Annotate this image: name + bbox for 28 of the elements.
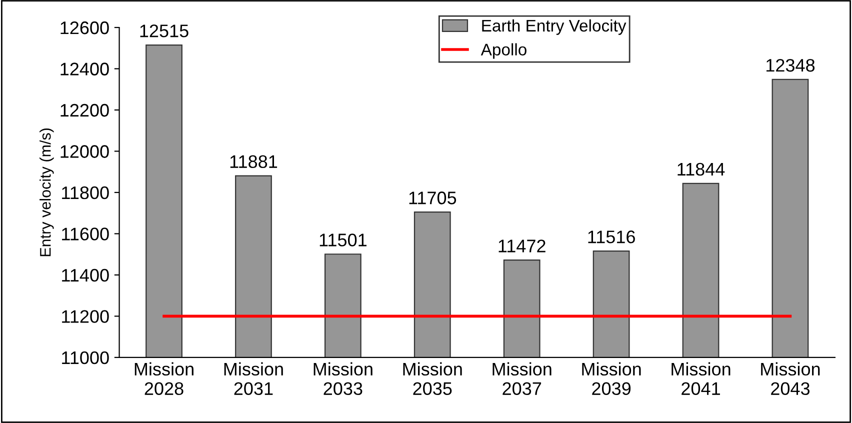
legend-label: Earth Entry Velocity <box>482 19 626 35</box>
x-tick-label: Mission 2039 <box>582 362 641 396</box>
x-tick-label: Mission 2028 <box>134 362 194 396</box>
data-label: 12348 <box>766 58 815 72</box>
x-tick-label: Mission 2037 <box>492 362 552 396</box>
data-label: 11881 <box>230 155 278 168</box>
x-tick-label: Mission 2043 <box>761 362 820 396</box>
x-tick-label: Mission 2031 <box>224 362 283 396</box>
y-tick-label: 11800 <box>62 186 109 200</box>
data-label: 11705 <box>409 192 456 204</box>
x-tick-label: Mission 2033 <box>314 362 372 396</box>
data-label: 11516 <box>588 230 635 244</box>
x-tick-label: Mission 2041 <box>672 362 730 396</box>
legend-label: Apollo <box>480 43 526 59</box>
y-tick-label: 12200 <box>60 104 109 117</box>
data-label: 12515 <box>140 24 188 38</box>
y-tick-label: 11600 <box>62 228 109 240</box>
y-tick-label: 12400 <box>60 62 109 76</box>
data-label: 11501 <box>320 234 366 246</box>
y-tick-label: 11000 <box>62 351 109 364</box>
y-tick-label: 11400 <box>62 268 109 282</box>
data-label: 11472 <box>498 240 546 252</box>
y-tick-label: 12600 <box>60 21 109 34</box>
x-tick-label: Mission 2035 <box>403 362 462 396</box>
y-tick-label: 11200 <box>62 310 109 323</box>
y-tick-label: 12000 <box>60 145 109 158</box>
data-label: 11844 <box>678 162 725 176</box>
y-axis-title: Entry velocity (m/s) <box>40 128 54 256</box>
